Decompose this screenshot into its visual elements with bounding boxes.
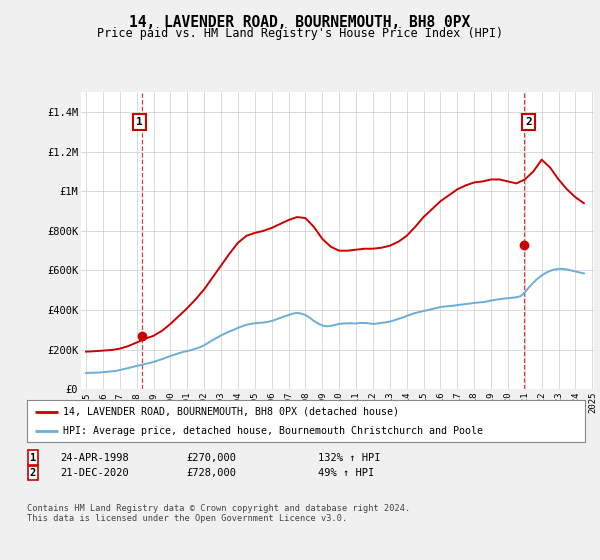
Text: 14, LAVENDER ROAD, BOURNEMOUTH, BH8 0PX: 14, LAVENDER ROAD, BOURNEMOUTH, BH8 0PX [130,15,470,30]
Text: 132% ↑ HPI: 132% ↑ HPI [318,452,380,463]
Text: Price paid vs. HM Land Registry's House Price Index (HPI): Price paid vs. HM Land Registry's House … [97,27,503,40]
Text: 2: 2 [525,117,532,127]
Text: Contains HM Land Registry data © Crown copyright and database right 2024.
This d: Contains HM Land Registry data © Crown c… [27,504,410,524]
Text: 21-DEC-2020: 21-DEC-2020 [60,468,129,478]
Text: HPI: Average price, detached house, Bournemouth Christchurch and Poole: HPI: Average price, detached house, Bour… [63,426,483,436]
Text: 2: 2 [30,468,36,478]
Text: £728,000: £728,000 [186,468,236,478]
Text: 14, LAVENDER ROAD, BOURNEMOUTH, BH8 0PX (detached house): 14, LAVENDER ROAD, BOURNEMOUTH, BH8 0PX … [63,407,399,417]
Text: 49% ↑ HPI: 49% ↑ HPI [318,468,374,478]
Text: 24-APR-1998: 24-APR-1998 [60,452,129,463]
Text: £270,000: £270,000 [186,452,236,463]
Text: 1: 1 [136,117,143,127]
Text: 1: 1 [30,452,36,463]
